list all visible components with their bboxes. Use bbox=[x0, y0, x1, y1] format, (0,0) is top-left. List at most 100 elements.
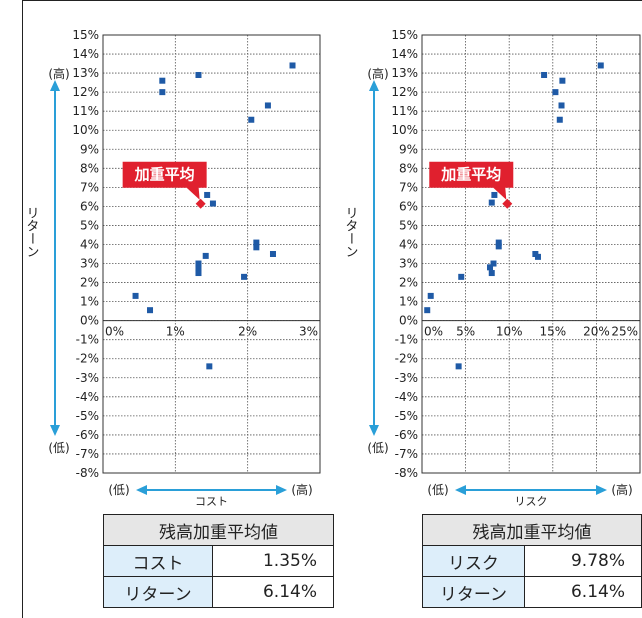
data-point bbox=[204, 191, 211, 198]
y-high-label: (高) bbox=[367, 66, 388, 81]
y-tick-label: 0% bbox=[80, 314, 99, 328]
x-high-label: (高) bbox=[611, 482, 632, 497]
y-tick-label: 15% bbox=[72, 28, 99, 42]
table-title: 残高加重平均値 bbox=[422, 514, 642, 546]
y-tick-label: 12% bbox=[72, 85, 99, 99]
average-table-risk: 残高加重平均値 リスク 9.78% リターン 6.14% bbox=[422, 514, 642, 608]
data-point bbox=[541, 71, 548, 78]
y-tick-label: -3% bbox=[395, 371, 418, 385]
average-callout bbox=[429, 161, 514, 200]
y-axis-title: リターン bbox=[343, 206, 358, 258]
data-point bbox=[424, 307, 431, 314]
y-arrow-up-head bbox=[50, 80, 60, 91]
y-tick-label: 15% bbox=[391, 28, 418, 42]
y-tick-label: 0% bbox=[399, 314, 418, 328]
data-point bbox=[458, 273, 465, 280]
y-tick-label: -1% bbox=[395, 333, 418, 347]
y-axis-title: リターン bbox=[24, 206, 39, 258]
plot-area bbox=[102, 34, 321, 474]
y-arrow-up-head bbox=[369, 80, 379, 91]
data-point bbox=[488, 199, 495, 206]
y-tick-label: -2% bbox=[395, 352, 418, 366]
y-tick-label: 4% bbox=[80, 237, 99, 251]
data-point bbox=[195, 265, 202, 272]
data-point bbox=[241, 273, 248, 280]
x-axis-title: リスク bbox=[515, 495, 548, 508]
chart-1: 15% 14% 13% 12% 11% 10% 9% 8% 7% 6% 5% 4% 3% 2% 1% 0% -1… bbox=[343, 28, 641, 508]
y-tick-label: -4% bbox=[76, 390, 99, 404]
data-point bbox=[488, 270, 495, 277]
y-arrow-down-head bbox=[50, 425, 60, 436]
data-point bbox=[253, 244, 260, 251]
data-point bbox=[552, 89, 559, 96]
x-arrow-right-head bbox=[596, 485, 607, 495]
data-point bbox=[455, 363, 462, 370]
data-point bbox=[195, 71, 202, 78]
data-point bbox=[253, 239, 260, 246]
y-tick-label: 5% bbox=[399, 218, 418, 232]
y-tick-label: 14% bbox=[391, 47, 418, 61]
y-tick-label: -7% bbox=[76, 447, 99, 461]
y-arrow-down-head bbox=[369, 425, 379, 436]
y-tick-label: 9% bbox=[399, 142, 418, 156]
x-axis-title: コスト bbox=[195, 495, 228, 508]
y-tick-label: -7% bbox=[395, 447, 418, 461]
table-value-cost: 1.35% bbox=[212, 545, 334, 577]
y-tick-label: 12% bbox=[391, 85, 418, 99]
data-point bbox=[202, 252, 209, 259]
plot-area bbox=[421, 34, 641, 474]
data-point bbox=[495, 243, 502, 250]
table-label-return: リターン bbox=[422, 576, 525, 608]
average-table-cost: 残高加重平均値 コスト 1.35% リターン 6.14% bbox=[103, 514, 334, 608]
x-arrow-left-head bbox=[136, 485, 147, 495]
x-low-label: (低) bbox=[108, 483, 129, 497]
data-point bbox=[206, 363, 213, 370]
y-tick-label: 3% bbox=[399, 257, 418, 271]
data-point bbox=[487, 264, 494, 271]
y-tick-label: -2% bbox=[76, 352, 99, 366]
x-arrow-left-head bbox=[455, 485, 466, 495]
y-tick-label: 4% bbox=[399, 237, 418, 251]
y-low-label: (低) bbox=[48, 441, 69, 455]
average-label: 加重平均 bbox=[134, 166, 195, 184]
figure-frame bbox=[22, 0, 642, 618]
y-tick-label: 8% bbox=[399, 161, 418, 175]
data-point bbox=[534, 253, 541, 260]
x-low-label: (低) bbox=[427, 483, 448, 497]
y-tick-label: -5% bbox=[395, 409, 418, 423]
y-tick-label: -8% bbox=[395, 466, 418, 480]
data-point bbox=[248, 116, 255, 123]
x-tick-label: 2% bbox=[238, 325, 257, 339]
y-tick-label: 7% bbox=[80, 180, 99, 194]
y-tick-label: 7% bbox=[399, 180, 418, 194]
table-title: 残高加重平均値 bbox=[103, 514, 334, 546]
y-tick-label: 6% bbox=[399, 199, 418, 213]
x-tick-label: 15% bbox=[539, 325, 566, 339]
data-point bbox=[159, 77, 166, 84]
table-value-return: 6.14% bbox=[523, 576, 642, 608]
y-tick-label: 13% bbox=[72, 66, 99, 80]
x-tick-label: 1% bbox=[166, 325, 185, 339]
y-tick-label: 2% bbox=[399, 276, 418, 290]
y-tick-label: -5% bbox=[76, 409, 99, 423]
y-tick-label: 11% bbox=[391, 104, 418, 118]
x-tick-label: 25% bbox=[611, 325, 638, 339]
data-point bbox=[597, 62, 604, 69]
data-point bbox=[195, 270, 202, 277]
data-point bbox=[495, 239, 502, 246]
y-tick-label: 3% bbox=[80, 257, 99, 271]
y-tick-label: 10% bbox=[391, 123, 418, 137]
y-tick-label: 6% bbox=[80, 199, 99, 213]
y-tick-label: 11% bbox=[72, 104, 99, 118]
table-label-cost: コスト bbox=[103, 545, 213, 577]
data-point bbox=[147, 307, 154, 314]
x-arrow-right-head bbox=[276, 485, 287, 495]
y-tick-label: 1% bbox=[80, 295, 99, 309]
x-tick-label: 10% bbox=[496, 325, 523, 339]
y-tick-label: -8% bbox=[76, 466, 99, 480]
y-tick-label: 10% bbox=[72, 123, 99, 137]
y-tick-label: -3% bbox=[76, 371, 99, 385]
y-low-label: (低) bbox=[367, 441, 388, 455]
x-tick-label: 5% bbox=[456, 325, 475, 339]
data-point bbox=[559, 77, 566, 84]
